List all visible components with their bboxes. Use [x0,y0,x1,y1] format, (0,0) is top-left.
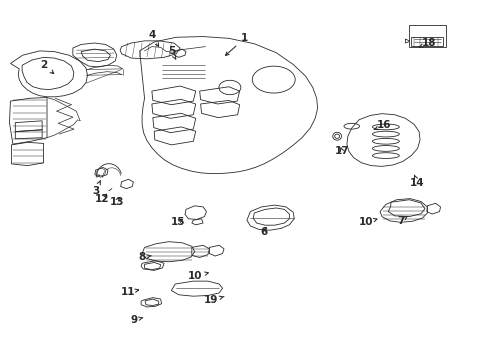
Text: 11: 11 [121,287,138,297]
Text: 12: 12 [95,194,109,204]
Text: 2: 2 [40,60,54,73]
Text: 10: 10 [358,217,376,227]
Text: 19: 19 [203,295,224,305]
Text: 17: 17 [334,146,348,156]
Text: 15: 15 [170,217,184,227]
Text: 9: 9 [130,315,142,325]
Text: 4: 4 [148,30,158,46]
Text: 16: 16 [373,121,390,130]
Text: 5: 5 [167,46,175,59]
Text: 13: 13 [109,197,124,207]
Text: 10: 10 [187,271,208,281]
Text: 1: 1 [225,33,247,55]
Text: 18: 18 [418,38,435,48]
Text: 6: 6 [260,227,267,237]
Text: 3: 3 [92,180,100,196]
Text: 7: 7 [396,216,407,226]
Text: 8: 8 [138,252,151,262]
Text: 14: 14 [409,175,424,188]
